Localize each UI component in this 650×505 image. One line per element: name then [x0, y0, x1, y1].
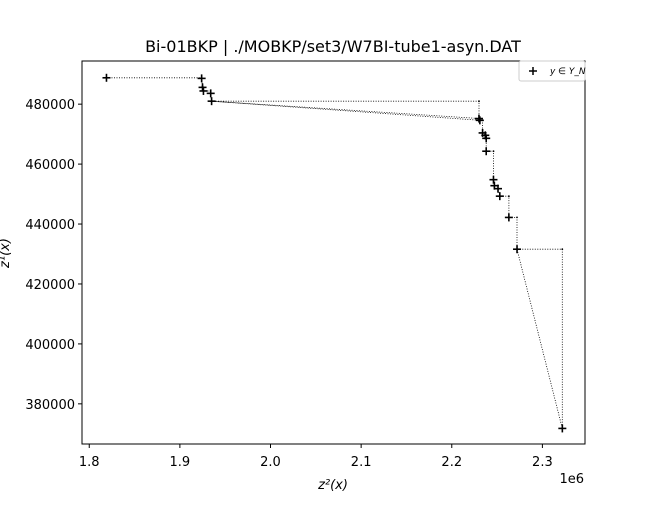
- x-axis-offset-label: 1e6: [559, 472, 584, 487]
- y-tick-label: 380000: [25, 398, 75, 413]
- data-point-plus-marker: [495, 192, 504, 201]
- data-point-plus-marker: [206, 89, 215, 98]
- x-tick-label: 1.9: [170, 455, 191, 470]
- legend-marker-plus: [529, 67, 537, 75]
- x-axis-label: z²(x): [317, 478, 348, 493]
- data-point-plus-marker: [513, 245, 522, 254]
- plot-frame: [81, 60, 586, 445]
- data-point-plus-marker: [475, 116, 484, 125]
- x-tick-label: 2.1: [351, 455, 372, 470]
- y-axis-label: z¹(x): [0, 238, 13, 269]
- y-axis: 380000 400000 420000 440000 460000 480000: [25, 98, 82, 413]
- legend: y ∈ Y_N: [518, 60, 586, 82]
- x-axis: 1.8 1.9 2.0 2.1 2.2 2.3: [79, 444, 553, 470]
- y-tick-label: 440000: [25, 218, 75, 233]
- data-point-plus-marker: [493, 184, 502, 193]
- data-point-plus-marker: [207, 97, 216, 106]
- y-tick-label: 400000: [25, 338, 75, 353]
- path-vertex-dot: [478, 100, 480, 103]
- x-tick-label: 2.2: [441, 455, 462, 470]
- data-point-plus-marker: [198, 83, 207, 92]
- data-point-plus-marker: [197, 74, 206, 83]
- x-tick-label: 2.3: [532, 455, 553, 470]
- legend-label: y ∈ Y_N: [549, 67, 586, 77]
- data-point-plus-marker: [199, 86, 208, 95]
- path-vertex-dot: [508, 195, 510, 198]
- y-tick-label: 420000: [25, 278, 75, 293]
- y-tick-label: 460000: [25, 158, 75, 173]
- x-tick-label: 2.0: [260, 455, 281, 470]
- path-vertex-dot: [561, 248, 564, 251]
- plot-layer: [102, 73, 567, 433]
- data-point-plus-marker: [489, 175, 498, 184]
- path-vertex-dot: [516, 216, 518, 219]
- legend-box: [518, 60, 586, 82]
- data-point-plus-marker: [474, 114, 483, 123]
- data-point-plus-marker: [102, 73, 111, 82]
- path-vertex-dot: [492, 150, 495, 153]
- y-tick-label: 480000: [25, 98, 75, 113]
- data-point-plus-marker: [482, 147, 491, 156]
- data-point-plus-marker: [504, 213, 513, 222]
- chart-title: Bi-01BKP | ./MOBKP/set3/W7BI-tube1-asyn.…: [145, 37, 521, 56]
- data-point-plus-marker: [558, 424, 567, 433]
- data-point-plus-marker: [482, 134, 491, 143]
- x-tick-label: 1.8: [79, 455, 100, 470]
